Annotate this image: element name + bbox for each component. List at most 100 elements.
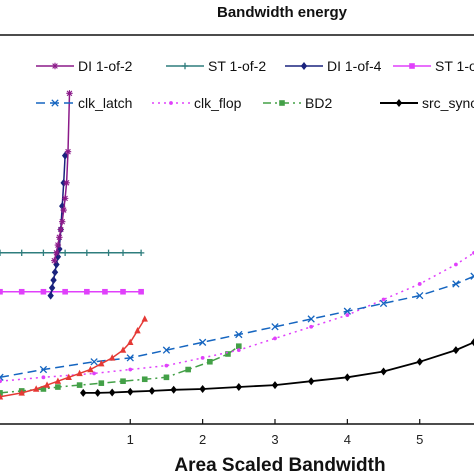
data-point bbox=[53, 249, 60, 257]
data-point bbox=[18, 288, 25, 295]
legend-entry: DI 1-of-4 bbox=[285, 58, 382, 74]
data-point bbox=[207, 358, 213, 365]
data-point bbox=[137, 249, 145, 257]
x-tick-label: 2 bbox=[199, 432, 206, 447]
data-point bbox=[141, 376, 148, 383]
legend-swatch-marker bbox=[395, 99, 403, 107]
data-point bbox=[309, 324, 314, 329]
data-point bbox=[119, 249, 127, 257]
data-point bbox=[452, 346, 460, 355]
x-tick-label: 4 bbox=[344, 432, 351, 447]
data-point bbox=[200, 355, 205, 360]
series-line bbox=[53, 93, 71, 261]
x-axis-label: Area Scaled Bandwidth bbox=[174, 455, 385, 474]
data-point bbox=[32, 385, 40, 392]
data-point bbox=[0, 379, 2, 384]
data-point bbox=[56, 234, 63, 241]
series-3 bbox=[0, 288, 144, 295]
data-point bbox=[51, 268, 59, 277]
data-point bbox=[199, 384, 206, 393]
data-point bbox=[98, 360, 105, 367]
legend-label: ST 1-of-2 bbox=[435, 58, 474, 74]
x-axis-ticks: 1 2 3 4 5 bbox=[127, 419, 423, 447]
series-2 bbox=[47, 151, 69, 300]
data-point bbox=[119, 346, 127, 353]
x-tick-label: 5 bbox=[416, 432, 423, 447]
data-point bbox=[76, 382, 83, 388]
data-point bbox=[271, 323, 279, 331]
data-point bbox=[416, 291, 424, 300]
data-point bbox=[0, 373, 4, 381]
data-point bbox=[127, 387, 134, 396]
legend-swatch-marker bbox=[181, 62, 189, 70]
data-point bbox=[55, 384, 61, 390]
data-point bbox=[108, 354, 116, 361]
series-4 bbox=[0, 272, 474, 381]
data-point bbox=[56, 244, 63, 253]
data-point bbox=[94, 388, 101, 397]
data-point bbox=[416, 357, 423, 366]
data-point bbox=[61, 195, 69, 202]
legend-swatch-marker bbox=[409, 63, 415, 69]
data-point bbox=[128, 367, 133, 372]
legend-swatch-marker bbox=[169, 101, 173, 105]
data-point bbox=[59, 218, 66, 225]
data-point bbox=[345, 313, 350, 317]
x-tick-label: 3 bbox=[271, 432, 278, 447]
data-point bbox=[380, 367, 387, 376]
data-point bbox=[271, 381, 279, 390]
series-0 bbox=[51, 90, 73, 264]
series-8 bbox=[0, 315, 148, 400]
data-point bbox=[381, 297, 386, 302]
data-point bbox=[105, 249, 112, 257]
data-point bbox=[120, 288, 126, 295]
series-line bbox=[83, 341, 474, 394]
data-point bbox=[40, 386, 47, 392]
data-point bbox=[108, 388, 116, 397]
data-point bbox=[148, 386, 156, 395]
data-point bbox=[0, 393, 4, 400]
data-point bbox=[170, 385, 177, 394]
x-tick-label: 1 bbox=[127, 432, 134, 447]
legend-swatch-marker bbox=[51, 99, 59, 107]
data-point bbox=[273, 336, 277, 341]
data-point bbox=[66, 90, 73, 97]
data-point bbox=[43, 381, 51, 388]
data-point bbox=[65, 373, 72, 381]
data-point bbox=[162, 346, 171, 354]
series-line bbox=[0, 252, 474, 382]
data-point bbox=[53, 260, 60, 269]
data-point bbox=[61, 151, 69, 160]
legend-swatch-marker bbox=[279, 100, 285, 106]
data-point bbox=[18, 249, 25, 257]
data-point bbox=[235, 330, 243, 339]
data-point bbox=[134, 326, 141, 334]
data-point bbox=[51, 257, 58, 264]
data-point bbox=[39, 365, 48, 374]
data-point bbox=[54, 377, 62, 384]
data-point bbox=[92, 371, 96, 376]
data-point bbox=[62, 288, 68, 295]
legend-entry: clk_latch bbox=[36, 95, 132, 111]
data-point bbox=[64, 148, 72, 155]
data-point bbox=[307, 377, 315, 386]
data-point bbox=[470, 338, 474, 347]
data-point bbox=[50, 276, 57, 285]
data-point bbox=[102, 288, 108, 295]
data-point bbox=[417, 282, 422, 286]
data-point bbox=[198, 338, 207, 346]
data-point bbox=[0, 249, 4, 257]
legend-label: clk_flop bbox=[194, 95, 242, 111]
legend-label: DI 1-of-2 bbox=[78, 58, 133, 74]
data-point bbox=[307, 315, 315, 323]
data-point bbox=[0, 390, 3, 396]
data-point bbox=[0, 288, 3, 295]
data-point bbox=[87, 365, 94, 373]
legend-entry: DI 1-of-2 bbox=[36, 58, 133, 74]
data-point bbox=[225, 351, 231, 357]
data-point bbox=[235, 383, 243, 392]
legend-swatch-marker bbox=[51, 62, 59, 70]
series-line bbox=[0, 275, 474, 379]
data-point bbox=[54, 241, 62, 249]
